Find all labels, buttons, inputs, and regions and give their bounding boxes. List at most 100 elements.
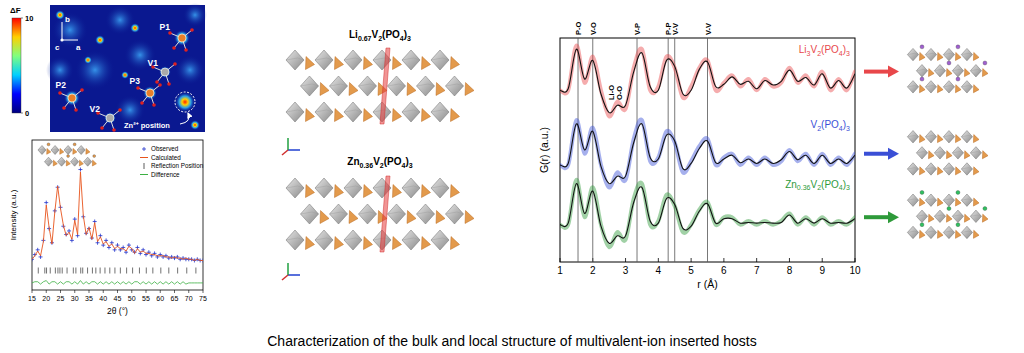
vo6-octahedron xyxy=(431,102,449,122)
y-axis-label: Intensity (a.u.) xyxy=(9,189,18,240)
po4-tetrahedron xyxy=(393,57,402,70)
octahedron-edge xyxy=(952,69,963,70)
arrow-shaft xyxy=(864,70,890,74)
po4-tetrahedron xyxy=(982,151,988,159)
vo6-octahedron xyxy=(344,50,362,70)
po4-tetrahedron xyxy=(60,148,64,154)
vo6-octahedron xyxy=(402,178,420,198)
density-spot xyxy=(159,66,171,78)
octahedron-edge xyxy=(330,84,348,86)
po4-tetrahedron xyxy=(929,69,935,77)
vo6-octahedron xyxy=(71,157,79,166)
arrow-head xyxy=(888,211,899,223)
axis-arrow xyxy=(288,149,300,151)
vo6-octahedron xyxy=(286,230,304,250)
octahedron-edge xyxy=(344,238,362,240)
ion xyxy=(67,155,70,158)
observed-curve xyxy=(560,119,855,187)
octahedron-edge xyxy=(907,135,918,136)
series-label: Zn0.36V2(PO4)3 xyxy=(785,179,850,192)
vo6-octahedron xyxy=(961,226,972,238)
bond-line xyxy=(592,38,593,262)
legend-symbol xyxy=(142,147,146,151)
oxygen xyxy=(58,91,62,95)
reflection-tick xyxy=(50,268,51,274)
po4-tetrahedron xyxy=(393,109,402,122)
annotation: Zn²⁺ position xyxy=(124,121,170,130)
octahedron-edge xyxy=(38,149,46,151)
vo6-octahedron xyxy=(51,146,59,155)
octahedron-edge xyxy=(907,168,918,169)
axis-arrow xyxy=(287,138,289,150)
po4-tetrahedron xyxy=(982,69,988,77)
vo6-octahedron xyxy=(943,163,954,175)
octahedron-edge xyxy=(315,186,333,188)
x-tick xyxy=(822,258,823,262)
reflection-tick xyxy=(44,268,45,274)
vo6-octahedron xyxy=(943,81,954,93)
octahedron-edge xyxy=(916,152,927,153)
octahedron-edge xyxy=(301,84,319,86)
po4-tetrahedron xyxy=(920,230,926,238)
density-spot xyxy=(130,23,140,33)
octahedron-edge xyxy=(961,168,972,169)
octahedron-edge xyxy=(961,53,972,54)
density-glow xyxy=(175,55,205,85)
x-tick-label: 4 xyxy=(656,265,662,276)
legend-symbol xyxy=(140,174,148,175)
x-tick xyxy=(203,290,204,293)
octahedron-edge xyxy=(907,86,918,87)
observed-point xyxy=(44,201,48,205)
octahedron-edge xyxy=(77,149,85,151)
po4-tetrahedron xyxy=(920,167,926,175)
vo6-octahedron xyxy=(77,146,85,155)
x-tick-label: 5 xyxy=(688,265,694,276)
legend-label: Calculated xyxy=(151,154,181,161)
reflection-tick xyxy=(100,268,101,274)
octahedron-edge xyxy=(417,84,435,86)
colorbar xyxy=(12,18,21,113)
octahedron-edge xyxy=(344,110,362,112)
oxygen xyxy=(155,80,159,84)
density-spot xyxy=(121,71,129,79)
vo6-octahedron xyxy=(446,204,464,224)
po4-tetrahedron xyxy=(955,198,961,206)
reflection-tick xyxy=(67,268,68,274)
arrow-shaft xyxy=(864,215,890,219)
oxygen xyxy=(172,46,176,50)
po4-tetrahedron xyxy=(973,135,979,143)
ion xyxy=(47,143,50,146)
reflection-tick xyxy=(46,268,47,274)
vo6-octahedron xyxy=(970,210,981,222)
vo6-octahedron xyxy=(934,210,945,222)
vo6-octahedron xyxy=(970,147,981,159)
colorbar-tick-label: 0 xyxy=(25,109,29,118)
zn-site xyxy=(175,92,195,112)
po4-tetrahedron xyxy=(929,214,935,222)
reflection-tick xyxy=(73,268,74,274)
octahedron-edge xyxy=(943,86,954,87)
po4-tetrahedron xyxy=(306,109,315,122)
observed-curve xyxy=(560,45,855,116)
po4-tetrahedron xyxy=(937,135,943,143)
vo6-octahedron xyxy=(315,178,333,198)
octahedron-edge xyxy=(907,231,918,232)
x-tick xyxy=(117,290,118,293)
y-axis-label: G(r) (a.u.) xyxy=(538,127,550,173)
ion xyxy=(947,207,951,211)
octahedron-edge xyxy=(431,186,449,188)
octahedron-edge xyxy=(934,215,945,216)
reflection-tick xyxy=(139,268,140,274)
octahedron-edge xyxy=(961,86,972,87)
po4-tetrahedron xyxy=(436,83,445,96)
colorbar-label: ΔF xyxy=(10,6,21,15)
vo6-octahedron xyxy=(952,65,963,77)
x-tick xyxy=(46,290,47,293)
vo6-octahedron xyxy=(943,48,954,60)
x-tick-label: 6 xyxy=(721,265,727,276)
crystal-structure xyxy=(286,176,474,252)
vo6-octahedron xyxy=(907,163,918,175)
plot-frame xyxy=(560,38,855,262)
po4-tetrahedron xyxy=(964,214,970,222)
vo6-octahedron xyxy=(952,147,963,159)
